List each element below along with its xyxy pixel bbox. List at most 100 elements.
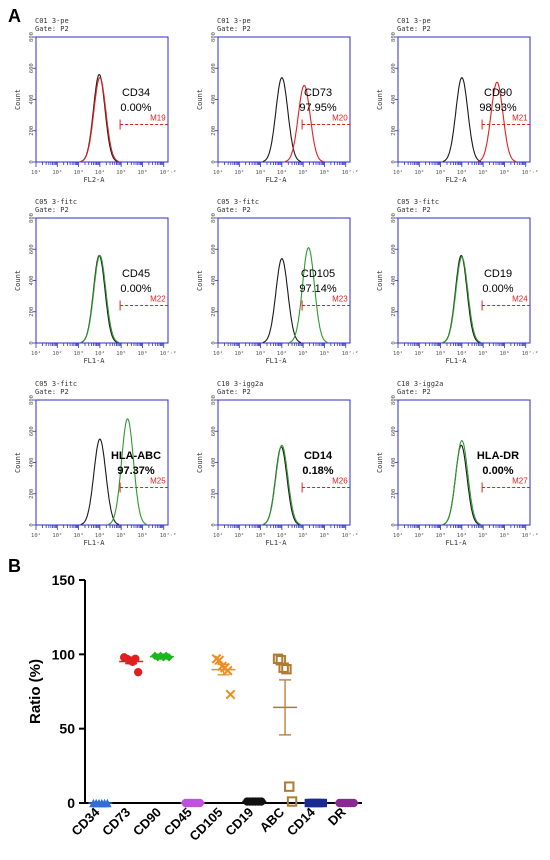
histogram-header: C01 3-pe (217, 17, 251, 25)
y-tick-label: 0 (211, 523, 217, 526)
gate-label: M21 (512, 114, 528, 123)
x-tick-label: 10² (52, 350, 62, 357)
y-axis-label: Count (196, 452, 204, 473)
y-tick-label: 600 (391, 244, 397, 254)
x-axis-label: FL2-A (445, 176, 467, 184)
y-tick-label: 200 (391, 126, 397, 136)
y-tick-label: 800 (391, 395, 397, 405)
data-point (133, 667, 143, 677)
x-tick-label: 10¹ (393, 532, 403, 539)
y-tick-label: 50 (59, 721, 75, 737)
x-axis-label: FL1-A (445, 539, 467, 547)
x-tick-label: 10³ (256, 350, 266, 357)
series-cd105 (211, 653, 236, 700)
x-tick-label: 10² (414, 169, 424, 176)
y-tick-label: 600 (211, 244, 217, 254)
series-cd45 (180, 798, 205, 808)
y-tick-label: 800 (29, 32, 35, 42)
marker-label: CD34 (122, 87, 150, 99)
series-cd19 (242, 797, 267, 806)
gate-label: M20 (332, 114, 348, 123)
histogram-header: C10 3-igg2a (217, 380, 263, 388)
panel-label-a: A (8, 6, 21, 26)
x-tick-label: CD90 (130, 805, 164, 839)
x-tick-label: 10⁶ (137, 532, 147, 539)
y-tick-label: 0 (67, 795, 75, 811)
percent-label: 0.00% (120, 102, 151, 114)
histogram-frame (397, 36, 531, 163)
x-tick-label: 10³ (256, 169, 266, 176)
x-tick-label: DR (325, 804, 349, 828)
x-tick-label: 10⁶ (137, 350, 147, 357)
y-tick-label: 800 (29, 213, 35, 223)
percent-label: 0.00% (120, 283, 151, 295)
histogram-header: C05 3-fitc (35, 198, 77, 206)
x-axis-label: FL1-A (265, 357, 287, 365)
y-tick-label: 0 (391, 523, 397, 526)
series-abc (272, 653, 298, 807)
isotype-curve (80, 73, 118, 163)
y-tick-label: 600 (29, 426, 35, 436)
x-tick-label: ABC (257, 804, 288, 835)
x-tick-label: 10⁷·² (342, 350, 359, 357)
y-tick-label: 100 (52, 646, 76, 662)
data-point (222, 665, 233, 676)
histogram-header: C05 3-fitc (35, 380, 77, 388)
y-tick-label: 400 (211, 458, 217, 468)
x-tick-label: 10⁴ (457, 169, 467, 176)
x-tick-label: CD19 (222, 805, 256, 839)
x-tick-label: 10⁷·² (522, 169, 539, 176)
x-tick-label: 10⁵ (116, 532, 126, 539)
x-tick-label: 10³ (436, 532, 446, 539)
x-tick-label: 10³ (436, 169, 446, 176)
x-tick-label: 10⁷·² (160, 350, 177, 357)
histogram-gate-header: Gate: P2 (35, 25, 69, 33)
y-tick-label: 200 (211, 489, 217, 499)
data-point (225, 689, 236, 700)
x-tick-label: 10¹ (31, 350, 41, 357)
percent-label: 0.00% (482, 465, 513, 477)
y-tick-label: 200 (29, 126, 35, 136)
x-tick-label: 10² (234, 532, 244, 539)
x-tick-label: 10⁵ (298, 350, 308, 357)
percent-label: 97.95% (299, 102, 337, 114)
histogram-gate-header: Gate: P2 (217, 25, 251, 33)
marker-label: CD19 (484, 268, 512, 280)
y-tick-label: 800 (391, 32, 397, 42)
x-tick-label: 10² (52, 169, 62, 176)
histogram-header: C05 3-fitc (217, 198, 259, 206)
x-tick-label: 10² (414, 532, 424, 539)
y-tick-label: 400 (391, 95, 397, 105)
y-axis-label: Count (376, 452, 384, 473)
x-tick-label: 10² (52, 532, 62, 539)
isotype-curve (262, 446, 300, 526)
x-tick-label: 10⁵ (478, 169, 488, 176)
x-tick-label: 10⁷·² (342, 169, 359, 176)
x-tick-label: 10⁵ (298, 169, 308, 176)
stain-curve (442, 256, 482, 344)
x-tick-label: 10¹ (213, 350, 223, 357)
series-cd14 (303, 798, 328, 808)
x-tick-label: 10⁶ (499, 169, 509, 176)
y-tick-label: 200 (211, 307, 217, 317)
x-tick-label: 10¹ (393, 169, 403, 176)
isotype-curve (442, 76, 482, 163)
percent-label: 98.93% (479, 102, 517, 114)
isotype-curve (80, 438, 120, 526)
y-tick-label: 800 (211, 395, 217, 405)
x-tick-label: CD105 (186, 805, 225, 844)
stain-curve (108, 418, 147, 525)
y-tick-label: 0 (211, 160, 217, 163)
x-tick-label: 10⁶ (137, 169, 147, 176)
y-axis-label: Ratio (%) (27, 659, 44, 724)
gate-label: M22 (150, 295, 166, 304)
percent-label: 0.18% (302, 465, 333, 477)
x-tick-label: 10⁴ (95, 532, 105, 539)
